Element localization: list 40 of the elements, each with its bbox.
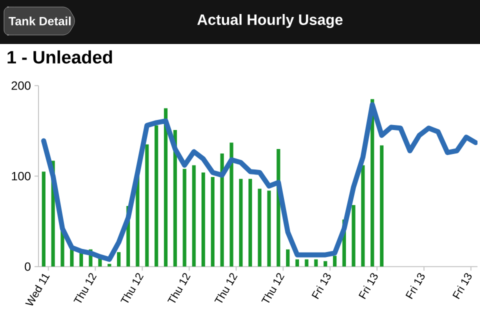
bar	[295, 259, 300, 267]
bar	[116, 252, 121, 267]
bar	[182, 168, 186, 267]
x-tick-label: Thu 12	[120, 273, 144, 303]
bar	[267, 190, 271, 267]
y-tick-label: 100	[12, 172, 31, 180]
y-tick-label: 0	[24, 262, 31, 271]
bar	[192, 165, 196, 267]
bar	[145, 144, 149, 267]
bar	[42, 172, 46, 267]
bar	[304, 259, 308, 267]
y-tick-label: 200	[12, 81, 31, 90]
bar	[164, 108, 168, 267]
bar	[380, 145, 384, 267]
bar	[258, 188, 262, 267]
x-tick-label: Fri 13	[312, 273, 331, 300]
bar	[239, 178, 243, 267]
bar	[248, 178, 252, 267]
bar	[352, 205, 356, 267]
bar	[324, 261, 328, 267]
text: Tank Detail	[8, 16, 71, 26]
x-tick-label: Fri 13	[358, 273, 378, 300]
x-tick-label: Thu 12	[74, 273, 97, 303]
bar	[108, 264, 112, 267]
x-tick-label: Thu 12	[214, 273, 238, 303]
bar	[314, 259, 318, 267]
chart-subtitle: 1 - Unleaded	[8, 50, 112, 64]
bar	[154, 125, 158, 267]
bar	[210, 177, 214, 267]
x-tick-label: Thu 12	[167, 273, 191, 303]
x-tick-label: Fri 13	[452, 273, 472, 300]
x-tick-label: Fri 13	[406, 273, 425, 300]
x-tick-label: Thu 12	[261, 273, 284, 303]
bar	[220, 153, 224, 267]
bar	[202, 172, 206, 267]
bar	[230, 142, 234, 267]
chart-title: Actual Hourly Usage	[197, 14, 343, 28]
bar	[361, 165, 365, 267]
bar	[286, 249, 290, 267]
bar	[332, 256, 337, 267]
